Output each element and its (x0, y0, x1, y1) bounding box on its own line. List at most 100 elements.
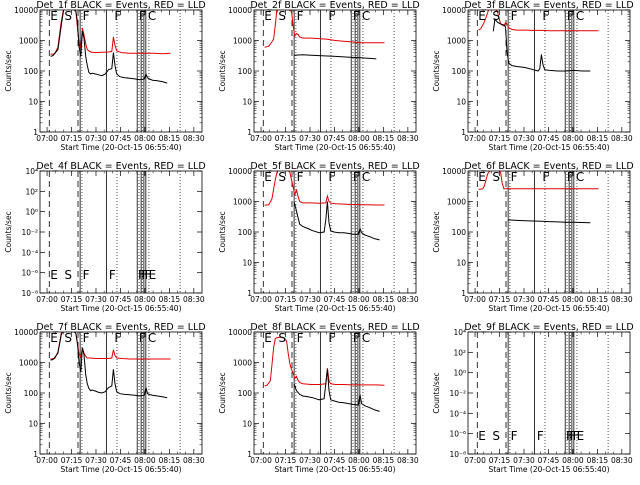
x-tick-label: 07:30 (513, 134, 535, 143)
flag-letter-e: E (264, 170, 272, 184)
series-events-line (293, 54, 377, 60)
flag-letter-e: E (478, 170, 486, 184)
flag-letter-f: F (511, 170, 518, 184)
x-tick-label: 08:30 (611, 134, 633, 143)
flag-letter-e: E (264, 9, 272, 23)
x-axis-label: Start Time (20-Oct-15 06:55:40) (60, 304, 181, 313)
y-tick-label: 1000 (233, 198, 252, 207)
x-axis-label: Start Time (20-Oct-15 06:55:40) (60, 143, 181, 152)
x-tick-label: 08:30 (611, 456, 633, 465)
y-tick-label: 10² (453, 348, 466, 357)
event-markers (48, 10, 181, 132)
detector-panel-5: Det_5f BLACK = Events, RED = LLD 1 10 100 10… (218, 161, 420, 313)
y-tick-label: 1000 (233, 37, 252, 46)
x-tick-label: 07:00 (464, 295, 486, 304)
y-tick-label: 10 (242, 98, 252, 107)
event-markers (476, 332, 609, 454)
flag-letter-s: S (64, 9, 72, 23)
series-lld-line (264, 10, 385, 48)
x-tick-label: 07:00 (36, 295, 58, 304)
x-tick-label: 07:30 (85, 134, 107, 143)
x-tick-label: 07:30 (513, 456, 535, 465)
x-axis-label: Start Time (20-Oct-15 06:55:40) (488, 304, 609, 313)
event-markers (262, 332, 395, 454)
x-axis-label: Start Time (20-Oct-15 06:55:40) (60, 465, 181, 474)
y-tick-label: 10000 (442, 167, 466, 176)
flag-letter-s: S (492, 9, 500, 23)
y-axis-label: Counts/sec (4, 211, 13, 252)
y-tick-label: 10000 (228, 328, 252, 337)
flag-letter-e: E (149, 268, 157, 282)
y-tick-label: 10⁻⁴ (21, 248, 38, 257)
y-tick-label: 10⁻⁶ (449, 430, 466, 439)
panel-title: Det_8f BLACK = Events, RED = LLD (250, 322, 419, 333)
y-tick-label: 1000 (233, 359, 252, 368)
y-tick-label: 10⁻⁶ (21, 269, 38, 278)
x-axis-label: Start Time (20-Oct-15 06:55:40) (274, 304, 395, 313)
panel-title: Det_9f BLACK = Events, RED = LLD (464, 322, 633, 333)
x-tick-label: 07:30 (299, 456, 321, 465)
flag-letter-e: E (50, 331, 58, 345)
y-axis-label: Counts/sec (4, 372, 13, 413)
flag-letter-f: F (353, 9, 360, 23)
x-tick-label: 07:15 (275, 456, 297, 465)
flag-letter-f: F (297, 170, 304, 184)
flag-letter-f: F (542, 170, 549, 184)
series-lld-line (264, 171, 385, 206)
detector-panel-2: Det_2f BLACK = Events, RED = LLD 1 10 100 10… (218, 0, 420, 152)
series-events-line (50, 10, 168, 84)
flag-letter-e: E (264, 331, 272, 345)
flag-letter-c: C (148, 9, 156, 23)
flag-letter-f: F (511, 429, 518, 443)
series-events-line (492, 18, 591, 72)
y-axis-label: Counts/sec (218, 50, 227, 91)
flag-letter-f: F (139, 9, 146, 23)
y-tick-label: 10⁻⁴ (449, 409, 466, 418)
x-tick-label: 07:00 (36, 134, 58, 143)
plot-frame (39, 9, 203, 133)
x-tick-label: 08:15 (159, 456, 181, 465)
x-tick-label: 07:30 (299, 134, 321, 143)
series-group (264, 336, 385, 412)
y-tick-label: 1 (461, 128, 466, 137)
y-tick-label: 100 (238, 389, 253, 398)
event-markers (262, 10, 395, 132)
x-tick-label: 08:00 (562, 456, 584, 465)
x-tick-label: 08:00 (562, 295, 584, 304)
flag-letter-s: S (492, 170, 500, 184)
flag-letter-c: C (362, 331, 370, 345)
x-tick-label: 07:15 (275, 134, 297, 143)
series-events-line (293, 201, 380, 241)
x-tick-label: 08:15 (159, 295, 181, 304)
series-lld-line (478, 10, 599, 32)
x-tick-label: 08:15 (159, 134, 181, 143)
flag-letter-s: S (278, 331, 286, 345)
x-tick-label: 08:15 (373, 134, 395, 143)
event-markers (48, 332, 181, 454)
panel-title: Det_1f BLACK = Events, RED = LLD (36, 0, 205, 11)
y-axis-label: Counts/sec (432, 372, 441, 413)
panel-title: Det_5f BLACK = Events, RED = LLD (250, 161, 419, 172)
flag-letter-e: E (478, 9, 486, 23)
x-tick-label: 07:00 (250, 134, 272, 143)
panel-title: Det_2f BLACK = Events, RED = LLD (250, 0, 419, 11)
x-axis-label: Start Time (20-Oct-15 06:55:40) (274, 143, 395, 152)
event-markers (48, 171, 181, 293)
flag-letter-f: F (569, 429, 576, 443)
x-tick-label: 07:15 (489, 134, 511, 143)
flag-letter-f: F (83, 268, 90, 282)
series-lld-line (50, 332, 171, 360)
detector-panel-1: Det_1f BLACK = Events, RED = LLD 1 10 100 10… (4, 0, 206, 152)
x-tick-label: 07:00 (250, 295, 272, 304)
flag-letter-f: F (537, 429, 544, 443)
x-tick-label: 08:15 (373, 295, 395, 304)
series-group (50, 332, 171, 399)
y-tick-label: 1000 (447, 198, 466, 207)
flag-letter-c: C (362, 9, 370, 23)
x-tick-label: 08:30 (183, 134, 205, 143)
x-tick-label: 08:30 (183, 295, 205, 304)
event-markers (262, 171, 395, 293)
flag-letter-f: F (511, 9, 518, 23)
y-tick-label: 1000 (19, 37, 38, 46)
detector-panel-4: Det_4f BLACK = Events, RED = LLD 10⁻⁸ 10⁻⁶… (4, 161, 206, 313)
